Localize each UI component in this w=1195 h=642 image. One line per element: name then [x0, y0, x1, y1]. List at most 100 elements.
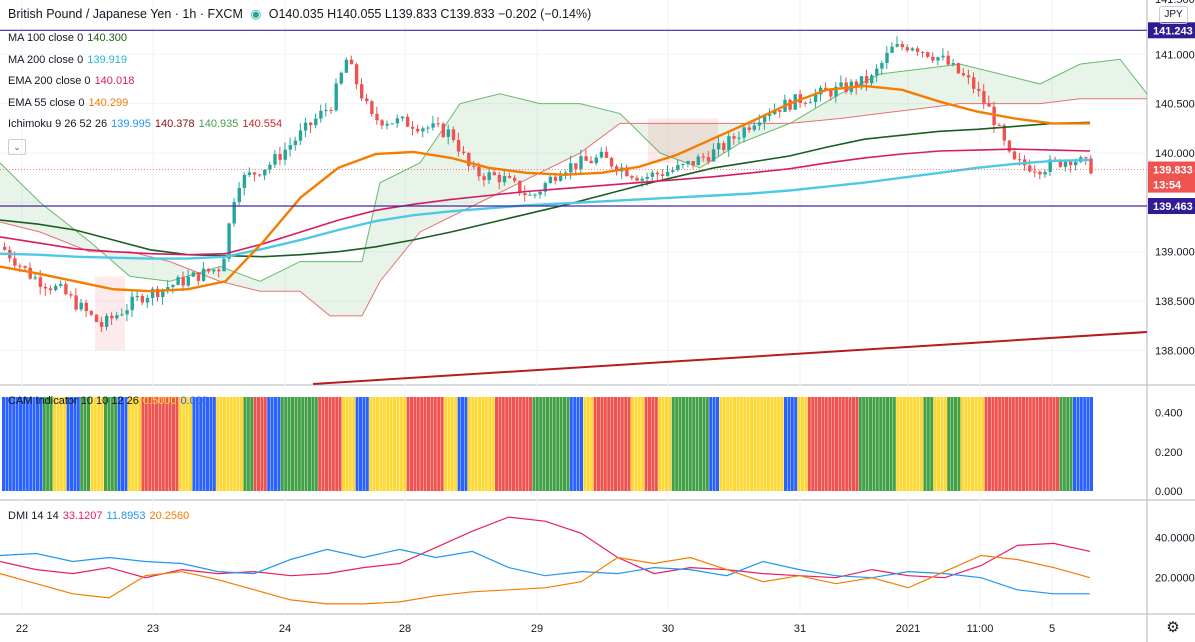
candle-body: [227, 223, 231, 259]
cam-bar: [189, 397, 192, 491]
cam-bar: [423, 397, 427, 491]
cam-bar: [53, 397, 56, 491]
cam-bar: [614, 397, 617, 491]
indicator-ema200[interactable]: EMA 200 close 0 140.018: [8, 71, 595, 93]
dmi-legend[interactable]: DMI 14 14 33.1207 11.8953 20.2560: [8, 510, 193, 522]
candle-body: [329, 110, 333, 112]
cam-bar: [498, 397, 502, 491]
cam-bar: [763, 397, 767, 491]
cam-bar: [420, 397, 424, 491]
cam-tick-label: 0.400: [1155, 408, 1183, 420]
cam-bar: [25, 397, 29, 491]
candle-body: [360, 84, 364, 99]
candle-body: [1068, 161, 1073, 166]
cam-bar: [943, 397, 947, 491]
cam-bar: [450, 397, 454, 491]
cam-bar: [474, 397, 478, 491]
cam-bar: [838, 397, 842, 491]
dmi-tick-label: 20.0000: [1155, 573, 1195, 585]
cam-bar: [1069, 397, 1073, 491]
cam-bar: [1025, 397, 1029, 491]
cam-legend[interactable]: CAM Indicator 10 10 12 26 0.5000 0.000: [8, 395, 212, 407]
dmi-line: [0, 554, 1091, 605]
candle-body: [574, 163, 578, 169]
candle-body: [421, 128, 425, 132]
cam-bar: [814, 397, 818, 491]
cam-bar: [495, 397, 498, 491]
candle-body: [451, 129, 456, 140]
cam-bar: [131, 397, 135, 491]
cam-bar: [97, 397, 101, 491]
cam-tick-label: 0.000: [1155, 486, 1183, 498]
indicator-ichimoku[interactable]: Ichimoku 9 26 52 26 139.995 140.378 140.935…: [8, 114, 595, 136]
price-label-box: [1148, 161, 1195, 178]
cam-bar: [1049, 397, 1053, 491]
price-axis[interactable]: 141.000140.500140.000139.500139.000138.5…: [1155, 0, 1195, 585]
candlesticks: [3, 36, 1093, 333]
symbol-title[interactable]: British Pound / Japanese Yen · 1h · FXCM: [8, 7, 243, 21]
indicator-label: MA 200 close 0: [8, 53, 84, 66]
cam-bar: [818, 397, 821, 491]
cam-bar: [1059, 397, 1063, 491]
cam-bar: [314, 397, 318, 491]
cam-bar: [76, 397, 80, 491]
cam-bar: [386, 397, 390, 491]
candle-body: [615, 166, 619, 172]
cam-bar: [654, 397, 658, 491]
candle-body: [477, 166, 481, 177]
cam-bar: [93, 397, 97, 491]
indicator-value: 140.300: [87, 32, 127, 44]
candle-body: [1043, 171, 1047, 175]
cam-bar: [229, 397, 233, 491]
candle-body: [650, 172, 655, 177]
cam-bar: [546, 397, 549, 491]
candle-body: [553, 176, 558, 181]
candle-body: [201, 268, 206, 281]
cam-bar: [603, 397, 607, 491]
indicator-settings-icon[interactable]: ⌄: [8, 138, 26, 155]
cam-bar: [117, 397, 121, 491]
candle-body: [936, 57, 940, 61]
candle-body: [859, 76, 864, 88]
cam-bar: [246, 397, 250, 491]
time-tick-label: 2021: [896, 623, 920, 635]
cam-bar: [610, 397, 614, 491]
price-tick-label: 138.500: [1155, 296, 1195, 308]
settings-gear-icon[interactable]: ⚙: [1166, 619, 1180, 636]
indicator-ma100[interactable]: MA 100 close 0 140.300: [8, 28, 595, 50]
symbol-header: British Pound / Japanese Yen · 1h · FXCM…: [8, 6, 595, 21]
candle-body: [778, 110, 782, 112]
candle-body: [722, 143, 726, 151]
cam-bar: [549, 397, 553, 491]
cam-bar: [325, 397, 328, 491]
cam-bar: [695, 397, 699, 491]
cam-bar: [382, 397, 386, 491]
candle-body: [400, 116, 405, 119]
trendline[interactable]: [312, 331, 1148, 385]
cam-bar: [981, 397, 985, 491]
candle-body: [247, 172, 252, 175]
cam-bar: [8, 397, 12, 491]
cam-bar: [447, 397, 451, 491]
currency-button[interactable]: JPY: [1159, 6, 1188, 24]
indicator-ma200[interactable]: MA 200 close 0 139.919: [8, 50, 595, 72]
cam-bar: [178, 397, 182, 491]
cam-bar: [903, 397, 906, 491]
cam-bar: [440, 397, 444, 491]
candle-body: [982, 90, 986, 104]
candle-body: [676, 164, 680, 171]
candle-body: [94, 314, 99, 322]
cam-bar: [464, 397, 468, 491]
candle-body: [655, 172, 660, 175]
cam-bar: [19, 397, 22, 491]
candle-body: [921, 51, 925, 53]
cam-bar: [722, 397, 726, 491]
candle-body: [314, 118, 318, 126]
cam-bar: [665, 397, 668, 491]
cam-bar: [56, 397, 60, 491]
cam-bar: [702, 397, 706, 491]
indicator-ema55[interactable]: EMA 55 close 0 140.299: [8, 93, 595, 115]
time-axis[interactable]: 22 23 24 28 29 30 31 2021 11:00 5: [16, 623, 1055, 635]
cam-bar: [746, 397, 750, 491]
